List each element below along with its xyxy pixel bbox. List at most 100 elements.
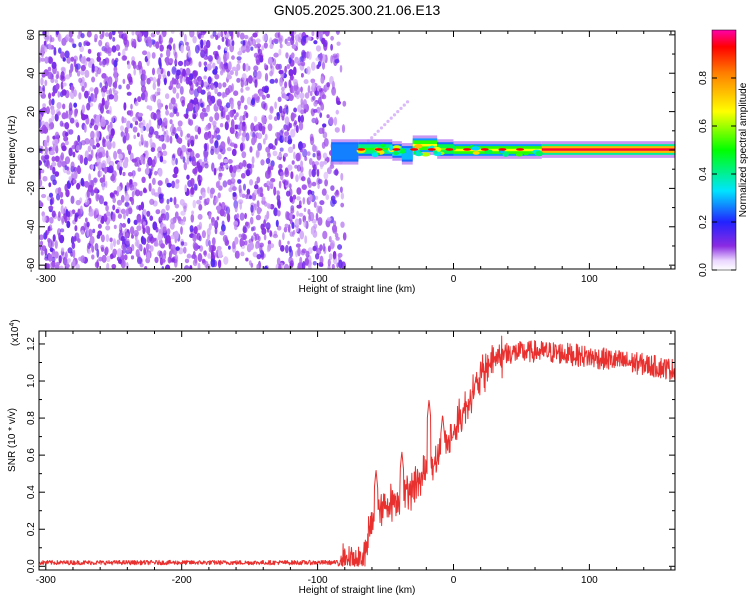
noise-cell — [279, 77, 283, 87]
noise-cell — [147, 156, 153, 166]
noise-cell — [197, 126, 202, 135]
noise-cell — [295, 59, 301, 64]
noise-cell — [310, 229, 314, 235]
noise-cell — [290, 171, 294, 180]
noise-cell — [213, 124, 217, 131]
colorbar-label: Normalized spectral amplitude — [738, 82, 749, 217]
band-blob — [515, 152, 523, 157]
noise-cell — [329, 75, 334, 85]
noise-cell — [244, 240, 248, 246]
noise-cell — [267, 204, 272, 210]
noise-cell — [193, 88, 199, 98]
noise-cell — [146, 210, 151, 217]
noise-cell — [173, 166, 179, 175]
noise-cell — [204, 66, 208, 72]
noise-cell — [306, 36, 312, 41]
noise-cell — [78, 92, 82, 100]
noise-cell — [303, 220, 307, 228]
noise-cell — [103, 201, 108, 206]
noise-cell — [170, 31, 175, 34]
noise-cell — [227, 136, 231, 145]
noise-cell — [304, 92, 310, 99]
noise-cell — [158, 193, 163, 200]
noise-cell — [327, 258, 331, 267]
noise-cell — [278, 105, 283, 114]
noise-cell — [232, 186, 237, 192]
noise-cell — [186, 152, 190, 160]
noise-cell — [183, 33, 187, 43]
noise-cell — [109, 237, 113, 243]
noise-cell — [49, 34, 53, 43]
noise-cell — [288, 69, 294, 77]
noise-cell — [62, 82, 67, 87]
noise-cell — [332, 250, 337, 260]
noise-cell — [48, 254, 53, 262]
noise-cell — [126, 144, 132, 152]
noise-cell — [113, 60, 118, 68]
noise-cell — [86, 57, 91, 62]
noise-cell — [321, 188, 327, 196]
noise-cell — [293, 122, 297, 127]
noise-cell — [168, 58, 174, 64]
noise-cell — [249, 146, 253, 153]
noise-cell — [258, 90, 264, 97]
noise-cell — [183, 76, 186, 82]
noise-cell — [193, 226, 198, 235]
noise-cell — [215, 181, 220, 189]
noise-cell — [130, 103, 133, 110]
noise-cell — [179, 199, 185, 206]
noise-cell — [69, 117, 75, 124]
noise-cell — [231, 148, 237, 157]
noise-cell — [78, 77, 83, 83]
colorbar-gradient — [711, 29, 737, 271]
noise-cell — [120, 125, 124, 132]
noise-cell — [42, 103, 46, 108]
x-tick-label: -200 — [172, 575, 192, 586]
noise-cell — [81, 104, 86, 114]
noise-cell — [171, 66, 177, 75]
noise-cell — [152, 177, 156, 185]
noise-cell — [197, 253, 203, 262]
noise-cell — [174, 59, 178, 65]
noise-cell — [84, 150, 89, 160]
noise-cell — [290, 128, 296, 138]
noise-cell — [131, 234, 134, 239]
noise-cell — [214, 112, 220, 121]
noise-cell — [86, 228, 90, 238]
noise-cell — [64, 165, 68, 171]
noise-cell — [288, 183, 292, 189]
noise-cell — [51, 92, 56, 97]
noise-cell — [295, 86, 301, 95]
noise-cell — [242, 226, 248, 234]
band-blob — [470, 146, 481, 151]
noise-cell — [42, 176, 48, 182]
noise-cell — [94, 187, 99, 193]
noise-cell — [269, 70, 273, 77]
noise-cell — [70, 56, 75, 62]
noise-cell — [291, 222, 295, 229]
noise-cell — [276, 132, 280, 141]
band-peak — [410, 148, 419, 151]
noise-cell — [234, 250, 240, 259]
noise-cell — [319, 244, 323, 252]
noise-cell — [196, 199, 202, 205]
x-tick-label: 100 — [581, 274, 598, 285]
noise-cell — [155, 41, 160, 49]
noise-cell — [295, 225, 299, 233]
noise-cell — [57, 91, 61, 98]
noise-cell — [261, 116, 267, 124]
noise-cell — [282, 134, 288, 142]
noise-cell — [252, 251, 258, 258]
noise-cell — [340, 192, 345, 200]
noise-cell — [314, 90, 320, 96]
noise-cell — [315, 195, 319, 200]
noise-cell — [234, 203, 238, 213]
noise-cell — [60, 228, 65, 233]
noise-cell — [60, 81, 64, 90]
noise-cell — [300, 61, 306, 67]
noise-cell — [91, 76, 96, 83]
noise-cell — [237, 50, 243, 56]
noise-cell — [275, 219, 279, 228]
noise-cell — [125, 232, 129, 238]
noise-cell — [126, 120, 131, 129]
